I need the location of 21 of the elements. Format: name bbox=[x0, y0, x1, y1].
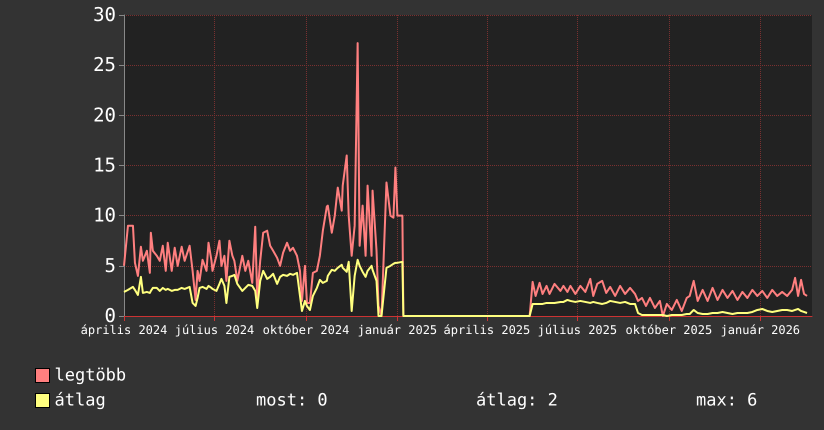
x-tick-label: április 2024 bbox=[80, 323, 168, 337]
y-tick-label: 20 bbox=[93, 104, 116, 126]
x-tick-label: október 2024 bbox=[262, 323, 350, 337]
x-tick-label: október 2025 bbox=[625, 323, 712, 337]
y-tick-label: 15 bbox=[93, 154, 116, 176]
legend-label: legtöbb bbox=[54, 366, 126, 386]
x-tick-label: április 2025 bbox=[444, 323, 530, 337]
y-tick-label: 30 bbox=[93, 4, 116, 26]
x-tick-label: január 2025 bbox=[358, 323, 438, 337]
y-tick-label: 5 bbox=[104, 254, 116, 277]
text: átlag: 2 bbox=[476, 390, 558, 410]
x-tick-label: július 2025 bbox=[538, 323, 618, 337]
line-series bbox=[123, 42, 808, 317]
x-tick-label: július 2024 bbox=[174, 323, 254, 337]
text: most: 0 bbox=[256, 390, 328, 410]
legend-label: átlag bbox=[54, 390, 106, 410]
line-series bbox=[123, 258, 808, 317]
text: max: 6 bbox=[696, 390, 758, 410]
y-tick-label: 25 bbox=[93, 54, 116, 76]
y-tick-label: 10 bbox=[93, 204, 116, 227]
x-tick-label: január 2026 bbox=[720, 323, 800, 337]
